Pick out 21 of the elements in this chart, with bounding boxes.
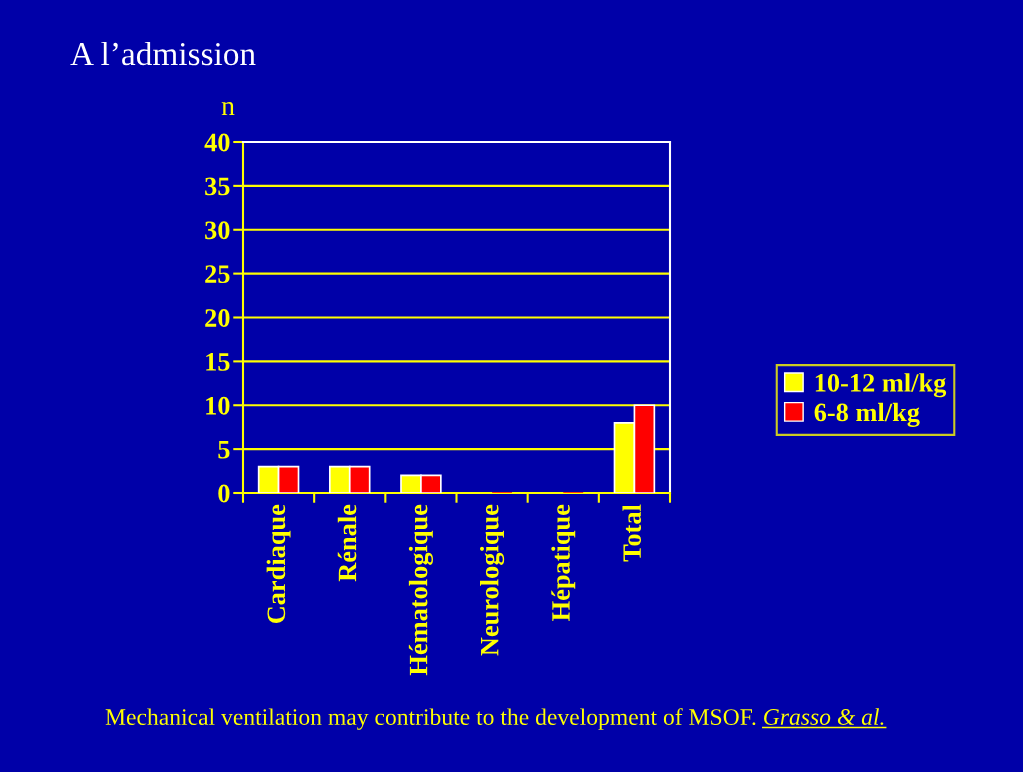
legend-label: 6-8 ml/kg — [814, 402, 920, 427]
y-tick-label: 5 — [218, 441, 230, 459]
y-tick-label: 35 — [205, 177, 230, 196]
y-axis-title: n — [221, 101, 235, 116]
y-tick-label: 10 — [206, 396, 230, 415]
x-tick-label: Cardiaque — [266, 504, 291, 624]
x-tick-label: Hépatique — [551, 504, 576, 621]
y-tick-label: 40 — [204, 133, 230, 152]
y-tick-label: 25 — [205, 265, 230, 284]
x-tick-label: Neurologique — [480, 504, 505, 656]
y-tick-label: 30 — [205, 221, 230, 240]
legend-label: 10-12 ml/kg — [815, 373, 947, 398]
x-tick-label: Rénale — [337, 504, 357, 582]
x-tick-label: Total — [622, 504, 642, 562]
x-tick-label: Hématologique — [408, 504, 433, 676]
text: Grasso & al. — [764, 708, 884, 726]
text: Mechanical ventilation may contribute to the development of MSOF. — [105, 708, 756, 730]
chart-title: A l’admission — [70, 41, 256, 66]
y-tick-label: 15 — [206, 353, 230, 371]
y-tick-label: 20 — [205, 309, 230, 327]
y-tick-label: 0 — [218, 484, 230, 503]
